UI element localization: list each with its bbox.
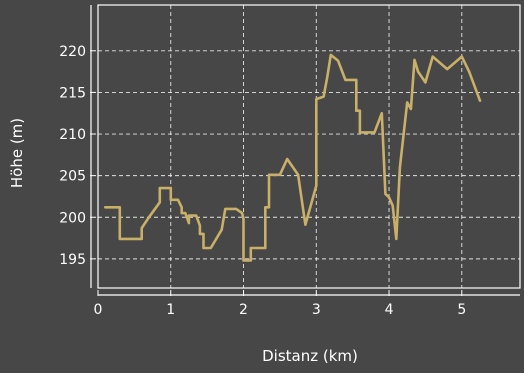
- tick-labels: 0 1 2 3 4 5 195 200 205 210 215 220: [59, 44, 466, 318]
- y-tick-label: 205: [59, 169, 86, 185]
- x-axis-label: Distanz (km): [262, 347, 358, 365]
- y-tick-label: 200: [59, 210, 86, 226]
- y-axis-label: Höhe (m): [8, 118, 26, 188]
- y-tick-label: 215: [59, 85, 86, 101]
- series: [104, 53, 482, 262]
- x-tick-label: 1: [166, 302, 175, 318]
- x-tick-label: 5: [457, 302, 466, 318]
- axes: [90, 4, 521, 296]
- x-tick-label: 0: [94, 302, 103, 318]
- y-tick-label: 220: [59, 44, 86, 60]
- plot-frame: [97, 4, 521, 289]
- x-tick-label: 3: [312, 302, 321, 318]
- x-tick-label: 4: [385, 302, 394, 318]
- series-line-0: [104, 53, 482, 262]
- y-tick-label: 210: [59, 127, 86, 143]
- y-tick-label: 195: [59, 252, 86, 268]
- grid: [98, 5, 520, 288]
- x-tick-label: 2: [239, 302, 248, 318]
